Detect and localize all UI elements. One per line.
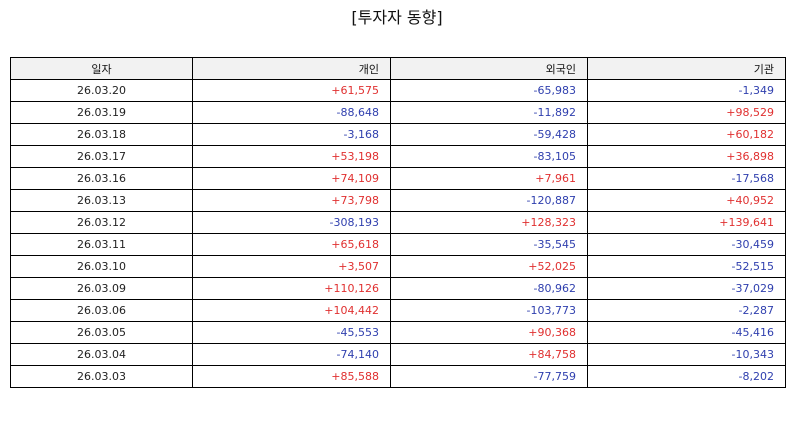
individual-value-cell: -88,648 bbox=[192, 101, 391, 124]
table-row: 26.03.05 -45,553 +90,368 -45,416 bbox=[10, 321, 786, 344]
foreign-value-cell: -120,887 bbox=[390, 189, 588, 212]
date-cell: 26.03.06 bbox=[10, 299, 193, 322]
foreign-value-cell: -11,892 bbox=[390, 101, 588, 124]
foreign-value-cell: -77,759 bbox=[390, 365, 588, 388]
table-row: 26.03.03 +85,588 -77,759 -8,202 bbox=[10, 365, 786, 388]
foreign-value-cell: +84,758 bbox=[390, 343, 588, 366]
individual-value-cell: -3,168 bbox=[192, 123, 391, 146]
date-cell: 26.03.16 bbox=[10, 167, 193, 190]
column-header-date: 일자 bbox=[10, 57, 193, 80]
table-row: 26.03.17 +53,198 -83,105 +36,898 bbox=[10, 145, 786, 168]
individual-value-cell: +3,507 bbox=[192, 255, 391, 278]
individual-value-cell: -308,193 bbox=[192, 211, 391, 234]
table-row: 26.03.18 -3,168 -59,428 +60,182 bbox=[10, 123, 786, 146]
table-row: 26.03.13 +73,798 -120,887 +40,952 bbox=[10, 189, 786, 212]
institution-value-cell: +98,529 bbox=[587, 101, 786, 124]
table-body: 26.03.20 +61,575 -65,983 -1,349 26.03.19 -88,… bbox=[10, 79, 786, 388]
individual-value-cell: +73,798 bbox=[192, 189, 391, 212]
column-header-foreign: 외국인 bbox=[390, 57, 588, 80]
institution-value-cell: -2,287 bbox=[587, 299, 786, 322]
table-row: 26.03.16 +74,109 +7,961 -17,568 bbox=[10, 167, 786, 190]
individual-value-cell: -45,553 bbox=[192, 321, 391, 344]
table-row: 26.03.20 +61,575 -65,983 -1,349 bbox=[10, 79, 786, 102]
table-header-row: 일자 개인 외국인 기관 bbox=[10, 57, 786, 80]
foreign-value-cell: -65,983 bbox=[390, 79, 588, 102]
date-cell: 26.03.03 bbox=[10, 365, 193, 388]
foreign-value-cell: -35,545 bbox=[390, 233, 588, 256]
table-row: 26.03.06 +104,442 -103,773 -2,287 bbox=[10, 299, 786, 322]
date-cell: 26.03.04 bbox=[10, 343, 193, 366]
table-row: 26.03.10 +3,507 +52,025 -52,515 bbox=[10, 255, 786, 278]
institution-value-cell: +36,898 bbox=[587, 145, 786, 168]
individual-value-cell: +53,198 bbox=[192, 145, 391, 168]
table-row: 26.03.12 -308,193 +128,323 +139,641 bbox=[10, 211, 786, 234]
date-cell: 26.03.20 bbox=[10, 79, 193, 102]
individual-value-cell: +85,588 bbox=[192, 365, 391, 388]
institution-value-cell: -52,515 bbox=[587, 255, 786, 278]
column-header-individual: 개인 bbox=[192, 57, 391, 80]
institution-value-cell: +40,952 bbox=[587, 189, 786, 212]
foreign-value-cell: +128,323 bbox=[390, 211, 588, 234]
page-title: [투자자 동향] bbox=[351, 8, 443, 27]
foreign-value-cell: -80,962 bbox=[390, 277, 588, 300]
institution-value-cell: +139,641 bbox=[587, 211, 786, 234]
table-row: 26.03.11 +65,618 -35,545 -30,459 bbox=[10, 233, 786, 256]
institution-value-cell: +60,182 bbox=[587, 123, 786, 146]
individual-value-cell: +110,126 bbox=[192, 277, 391, 300]
date-cell: 26.03.19 bbox=[10, 101, 193, 124]
individual-value-cell: -74,140 bbox=[192, 343, 391, 366]
date-cell: 26.03.09 bbox=[10, 277, 193, 300]
institution-value-cell: -45,416 bbox=[587, 321, 786, 344]
foreign-value-cell: -59,428 bbox=[390, 123, 588, 146]
foreign-value-cell: +7,961 bbox=[390, 167, 588, 190]
foreign-value-cell: +90,368 bbox=[390, 321, 588, 344]
institution-value-cell: -30,459 bbox=[587, 233, 786, 256]
date-cell: 26.03.12 bbox=[10, 211, 193, 234]
date-cell: 26.03.17 bbox=[10, 145, 193, 168]
date-cell: 26.03.13 bbox=[10, 189, 193, 212]
table-row: 26.03.09 +110,126 -80,962 -37,029 bbox=[10, 277, 786, 300]
investor-trend-table: 일자 개인 외국인 기관 26.03.20 +61,575 -65,983 -1,34… bbox=[10, 57, 786, 388]
institution-value-cell: -10,343 bbox=[587, 343, 786, 366]
individual-value-cell: +65,618 bbox=[192, 233, 391, 256]
foreign-value-cell: -83,105 bbox=[390, 145, 588, 168]
foreign-value-cell: +52,025 bbox=[390, 255, 588, 278]
column-header-institution: 기관 bbox=[587, 57, 786, 80]
date-cell: 26.03.05 bbox=[10, 321, 193, 344]
institution-value-cell: -1,349 bbox=[587, 79, 786, 102]
table-row: 26.03.19 -88,648 -11,892 +98,529 bbox=[10, 101, 786, 124]
individual-value-cell: +61,575 bbox=[192, 79, 391, 102]
table-row: 26.03.04 -74,140 +84,758 -10,343 bbox=[10, 343, 786, 366]
foreign-value-cell: -103,773 bbox=[390, 299, 588, 322]
date-cell: 26.03.18 bbox=[10, 123, 193, 146]
institution-value-cell: -17,568 bbox=[587, 167, 786, 190]
date-cell: 26.03.11 bbox=[10, 233, 193, 256]
date-cell: 26.03.10 bbox=[10, 255, 193, 278]
institution-value-cell: -37,029 bbox=[587, 277, 786, 300]
individual-value-cell: +74,109 bbox=[192, 167, 391, 190]
institution-value-cell: -8,202 bbox=[587, 365, 786, 388]
individual-value-cell: +104,442 bbox=[192, 299, 391, 322]
